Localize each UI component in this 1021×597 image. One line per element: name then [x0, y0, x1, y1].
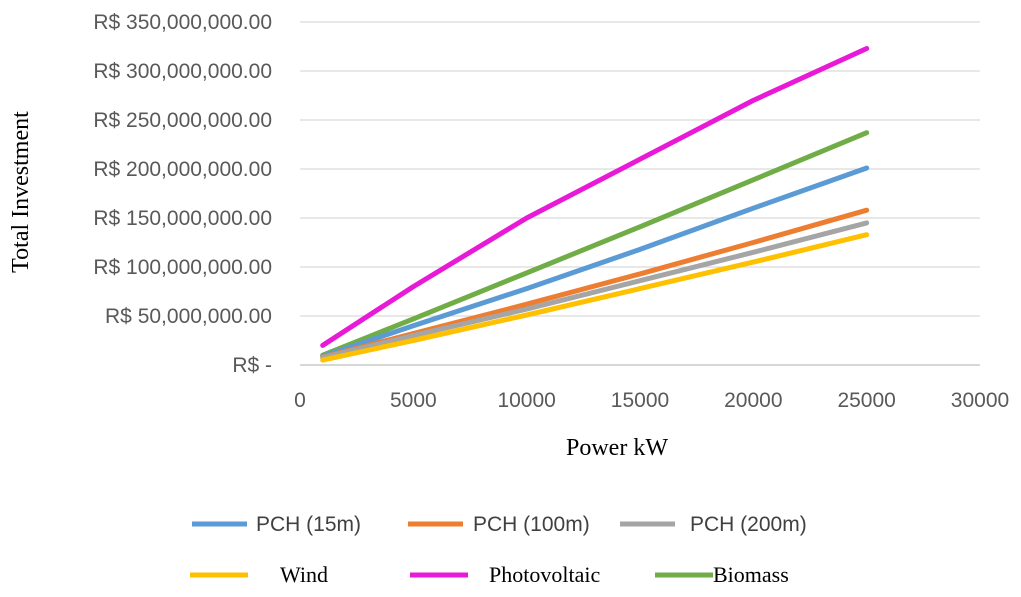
x-tick-label: 10000: [497, 389, 555, 412]
legend-label: Biomass: [713, 562, 789, 587]
series-line-pch-100m: [320, 207, 870, 360]
y-axis-title: Total Investment: [8, 111, 34, 273]
series-line-biomass: [320, 130, 870, 358]
series-lines: [320, 46, 870, 363]
series-line-photovoltaic: [320, 46, 870, 348]
x-tick-label: 20000: [724, 389, 782, 412]
x-tick-label: 0: [294, 389, 306, 412]
series-line-pch-15m: [320, 165, 870, 359]
legend-label: PCH (100m): [473, 513, 590, 536]
gridlines: [300, 21, 980, 366]
legend-label: Photovoltaic: [489, 562, 600, 587]
y-tick-label: R$ 150,000,000.00: [93, 207, 272, 230]
y-tick-label: R$ 250,000,000.00: [93, 109, 272, 132]
legend-label: Wind: [280, 562, 328, 587]
x-axis: 0 5000 10000 15000 20000 25000 30000: [294, 389, 1009, 412]
legend-label: PCH (15m): [256, 513, 361, 536]
legend: PCH (15m) PCH (100m) PCH (200m) Wind Photovo…: [190, 513, 807, 587]
y-tick-label: R$ 100,000,000.00: [93, 256, 272, 279]
y-tick-label: R$ 350,000,000.00: [93, 11, 272, 34]
x-tick-label: 15000: [611, 389, 669, 412]
legend-label: PCH (200m): [690, 513, 807, 536]
x-axis-title: Power kW: [566, 435, 668, 461]
x-tick-label: 30000: [951, 389, 1009, 412]
y-tick-label: R$ 300,000,000.00: [93, 60, 272, 83]
y-tick-label: R$ 200,000,000.00: [93, 158, 272, 181]
y-tick-label: R$ 50,000,000.00: [105, 305, 272, 328]
x-tick-label: 25000: [837, 389, 895, 412]
series-line-wind: [320, 232, 870, 363]
y-axis: R$ - R$ 50,000,000.00 R$ 100,000,000.00 R$ …: [93, 11, 272, 377]
y-tick-label: R$ -: [232, 354, 272, 377]
series-line-pch-200m: [320, 220, 870, 361]
x-tick-label: 5000: [390, 389, 437, 412]
